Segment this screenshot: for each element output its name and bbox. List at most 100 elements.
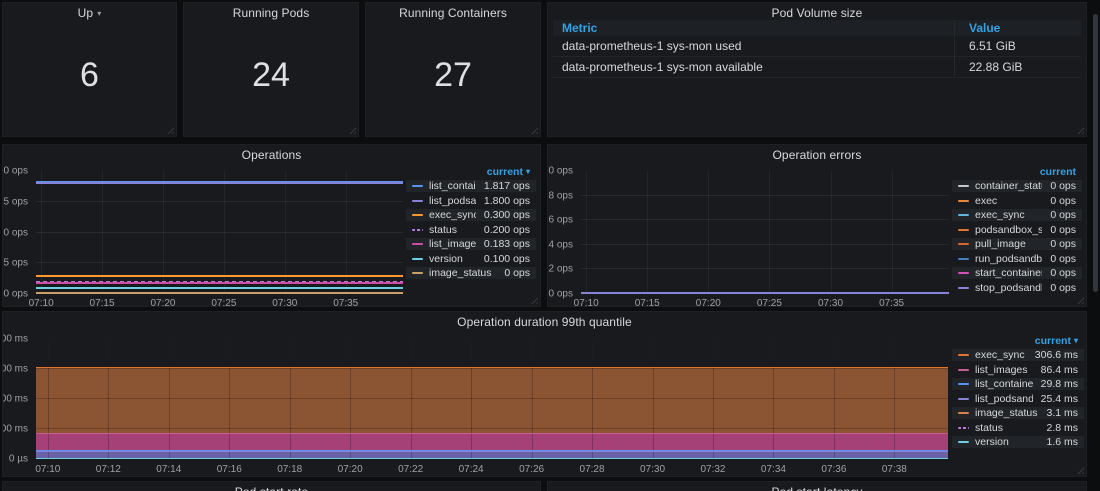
series-color-swatch bbox=[412, 257, 423, 260]
legend-item-exec_sync[interactable]: exec_sync 0.300 ops bbox=[406, 209, 536, 221]
panel-title-operations[interactable]: Operations bbox=[3, 145, 540, 165]
legend-series-name: exec_sync bbox=[975, 349, 1025, 361]
panel-title-text: Pod Volume size bbox=[771, 6, 863, 20]
x-axis: 07:10 07:15 07:20 07:25 07:30 07:35 bbox=[574, 296, 949, 307]
y-axis: 0 ops 0.2 ops 0.4 ops 0.6 ops 0.8 ops 1.0 ops bbox=[548, 166, 577, 300]
legend-series-current-value: 306.6 ms bbox=[1034, 349, 1078, 361]
x-tick-label: 07:34 bbox=[760, 464, 786, 475]
panel-title-pod-start-latency[interactable]: Pod start latency bbox=[548, 482, 1086, 491]
panel-title-up[interactable]: Up ▾ bbox=[3, 3, 176, 23]
legend-series-name: version bbox=[975, 436, 1009, 448]
legend-item-image_status[interactable]: image_status 0 ops bbox=[406, 267, 536, 279]
plot-area bbox=[36, 171, 403, 294]
x-axis: 07:10 07:12 07:14 07:16 07:18 07:20 07:22 07:24… bbox=[35, 462, 948, 475]
panel-title-text: Running Pods bbox=[232, 6, 310, 20]
panel-pod-start-rate: Pod start rate bbox=[2, 481, 541, 491]
legend: current▾ list_containers 1.817 ops list_pod… bbox=[406, 165, 536, 282]
gridline-vertical bbox=[162, 171, 164, 294]
x-tick-label: 07:35 bbox=[333, 298, 359, 307]
legend-series-current-value: 0.300 ops bbox=[483, 209, 530, 221]
legend-series-current-value: 0 ops bbox=[1050, 281, 1076, 294]
x-tick-label: 07:32 bbox=[700, 464, 726, 475]
chevron-down-icon: ▾ bbox=[525, 167, 530, 176]
panel-title-running-containers[interactable]: Running Containers bbox=[366, 3, 540, 23]
legend-series-current-value: 0 ops bbox=[1050, 223, 1076, 236]
gridline-horizontal bbox=[36, 428, 948, 429]
panel-title-operation-errors[interactable]: Operation errors bbox=[548, 145, 1086, 165]
legend-series-name: image_status bbox=[975, 407, 1038, 419]
legend-item-list_containers[interactable]: list_containers 1.817 ops bbox=[406, 180, 536, 192]
legend-sort-current[interactable]: current ▾ bbox=[486, 165, 530, 178]
legend-item-status[interactable]: status 2.8 ms bbox=[952, 422, 1084, 434]
panel-title-pod-volume-size[interactable]: Pod Volume size bbox=[548, 3, 1086, 23]
panel-operations: Operations 0 ops 0.5 ops 1.0 ops 1.5 ops 2.0… bbox=[2, 144, 541, 307]
y-tick-label: 200 ms bbox=[3, 393, 28, 405]
legend-sort-current[interactable]: current bbox=[1039, 165, 1076, 178]
legend-item-version[interactable]: version 1.6 ms bbox=[952, 436, 1084, 448]
stat-value-running-containers: 27 bbox=[434, 56, 472, 94]
series-line-stop_podsandbox bbox=[581, 291, 949, 294]
legend-item-exec_sync[interactable]: exec_sync 306.6 ms bbox=[952, 349, 1084, 361]
panel-title-operation-duration[interactable]: Operation duration 99th quantile bbox=[3, 312, 1086, 332]
panel-title-running-pods[interactable]: Running Pods bbox=[184, 3, 358, 23]
legend-item-version[interactable]: version 0.100 ops bbox=[406, 253, 536, 265]
series-color-swatch bbox=[412, 199, 423, 202]
table-header-value[interactable]: Value bbox=[969, 21, 1001, 35]
legend-series-current-value: 29.8 ms bbox=[1040, 378, 1078, 390]
series-line-image_status bbox=[36, 291, 403, 294]
legend-item-podsandbox_status[interactable]: podsandbox_status 0 ops bbox=[952, 224, 1082, 236]
legend-item-list_images[interactable]: list_images 0.183 ops bbox=[406, 238, 536, 250]
legend-item-list_podsandbox[interactable]: list_podsandbox 1.800 ops bbox=[406, 195, 536, 207]
series-color-swatch bbox=[412, 243, 423, 245]
scrollbar-thumb[interactable] bbox=[1093, 14, 1098, 292]
panel-title-text: Pod start rate bbox=[235, 485, 308, 491]
plot-area bbox=[36, 339, 948, 459]
x-tick-label: 07:20 bbox=[150, 298, 176, 307]
table-header-row: Metric Value bbox=[553, 20, 1081, 36]
series-line-exec_sync bbox=[36, 367, 948, 369]
gridline-horizontal bbox=[581, 219, 949, 221]
legend-item-list_containers[interactable]: list_containers 29.8 ms bbox=[952, 378, 1084, 390]
x-axis: 07:10 07:15 07:20 07:25 07:30 07:35 bbox=[29, 296, 403, 307]
legend-item-list_podsandbox[interactable]: list_podsandbox 25.4 ms bbox=[952, 393, 1084, 405]
panel-resize-handle[interactable] bbox=[529, 125, 538, 134]
y-tick-label: 0.2 ops bbox=[548, 263, 573, 275]
legend-item-exec[interactable]: exec 0 ops bbox=[952, 195, 1082, 207]
y-tick-label: 1.0 ops bbox=[548, 165, 573, 177]
y-tick-label: 100 ms bbox=[3, 423, 28, 435]
legend-item-stop_podsandbox[interactable]: stop_podsandbox 0 ops bbox=[952, 282, 1082, 294]
legend-item-run_podsandbox[interactable]: run_podsandbox 0 ops bbox=[952, 253, 1082, 265]
panel-title-text: Operation errors bbox=[772, 148, 862, 162]
table-cell-metric: data-prometheus-1 sys-mon used bbox=[562, 39, 742, 53]
panel-resize-handle[interactable] bbox=[165, 125, 174, 134]
legend-series-name: image_status bbox=[429, 267, 492, 279]
legend-series-name: exec bbox=[975, 194, 998, 207]
panel-resize-handle[interactable] bbox=[347, 125, 356, 134]
legend-item-list_images[interactable]: list_images 86.4 ms bbox=[952, 364, 1084, 376]
panel-title-pod-start-rate[interactable]: Pod start rate bbox=[3, 482, 540, 491]
legend-item-container_status[interactable]: container_status 0 ops bbox=[952, 180, 1082, 192]
series-color-swatch bbox=[958, 368, 969, 371]
legend-item-pull_image[interactable]: pull_image 0 ops bbox=[952, 238, 1082, 250]
panel-resize-handle[interactable] bbox=[1075, 295, 1084, 304]
gridline-vertical bbox=[833, 339, 835, 459]
scrollbar-track[interactable] bbox=[1093, 0, 1099, 491]
gridline-horizontal bbox=[36, 262, 403, 264]
legend-series-current-value: 1.6 ms bbox=[1046, 436, 1078, 448]
legend-item-status[interactable]: status 0.200 ops bbox=[406, 224, 536, 236]
legend-item-start_container[interactable]: start_container 0 ops bbox=[952, 267, 1082, 279]
x-tick-label: 07:36 bbox=[821, 464, 847, 475]
x-tick-label: 07:15 bbox=[89, 298, 115, 307]
legend-item-exec_sync[interactable]: exec_sync 0 ops bbox=[952, 209, 1082, 221]
legend-item-image_status[interactable]: image_status 3.1 ms bbox=[952, 407, 1084, 419]
legend-series-current-value: 86.4 ms bbox=[1040, 363, 1078, 376]
x-tick-label: 07:35 bbox=[879, 298, 905, 307]
panel-resize-handle[interactable] bbox=[1075, 465, 1084, 474]
table-header-metric[interactable]: Metric bbox=[562, 21, 598, 35]
panel-resize-handle[interactable] bbox=[529, 295, 538, 304]
legend-sort-current[interactable]: current ▾ bbox=[1034, 334, 1078, 347]
panel-pod-volume-size: Pod Volume size Metric Value data-promet… bbox=[547, 2, 1087, 137]
panel-resize-handle[interactable] bbox=[1075, 125, 1084, 134]
legend-series-current-value: 0.183 ops bbox=[483, 238, 530, 250]
gridline-vertical bbox=[284, 171, 286, 294]
